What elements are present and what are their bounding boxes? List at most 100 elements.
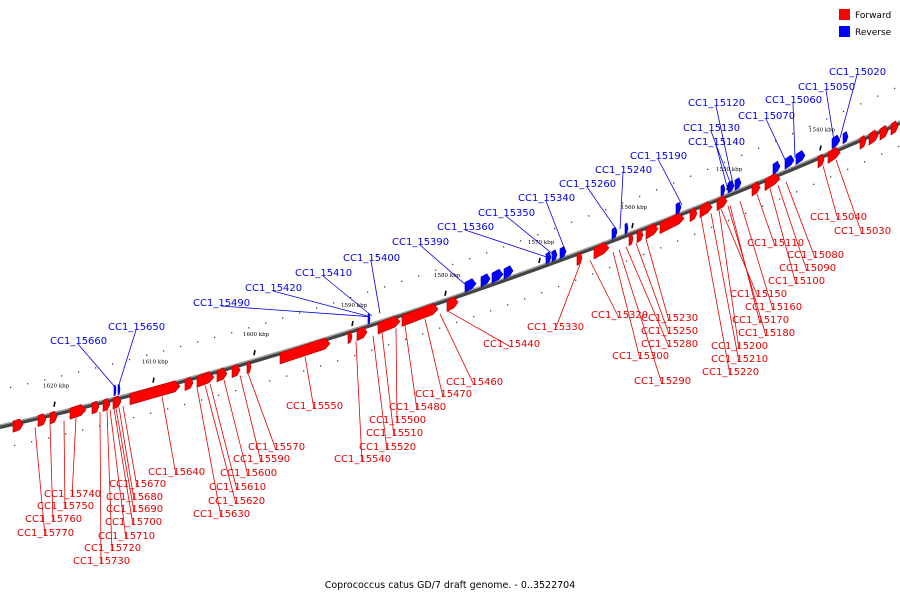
gene-label-cc1-15230: CC1_15230 (641, 313, 698, 324)
forward-gene-block (879, 125, 889, 141)
forward-gene-block (689, 207, 698, 223)
forward-gene-block (69, 404, 87, 420)
gene-name: CC1_15290 (634, 376, 691, 387)
gene-label-cc1-15620: CC1_15620 (208, 496, 265, 507)
genome-caption: Coprococcus catus GD/7 draft genome. - 0… (325, 580, 576, 591)
reverse-gene-block (480, 273, 491, 288)
leader-line (447, 310, 512, 348)
gene-name: CC1_15420 (245, 283, 302, 294)
scale-tick-label: 1570 kbp (528, 240, 555, 246)
forward-gene-block (699, 201, 713, 219)
gene-name: CC1_15570 (248, 442, 305, 453)
forward-gene-block (246, 360, 252, 374)
leader-line (49, 423, 54, 523)
leader-line (204, 384, 237, 505)
gene-label-cc1-15590: CC1_15590 (233, 454, 290, 465)
leader-line (700, 217, 731, 376)
legend-forward-label: Forward (855, 11, 891, 21)
scale-tick-mark (444, 290, 447, 296)
scale-tick-label: 1580 kbp (434, 273, 461, 279)
gene-label-cc1-15460: CC1_15460 (446, 377, 503, 388)
leader-line (645, 238, 670, 322)
gene-name: CC1_15210 (711, 354, 768, 365)
gene-name: CC1_15070 (738, 111, 795, 122)
gene-label-cc1-15730: CC1_15730 (73, 556, 130, 567)
scale-tick-mark (351, 320, 354, 327)
forward-gene-block (764, 172, 781, 192)
forward-gene-block (91, 400, 100, 415)
scale-tick-mark (152, 377, 155, 383)
legend: Forward Reverse (839, 9, 892, 38)
gene-name: CC1_15060 (765, 95, 822, 106)
gene-label-cc1-15440: CC1_15440 (483, 339, 540, 350)
gene-name: CC1_15260 (559, 179, 616, 190)
forward-gene-block (196, 371, 215, 388)
gene-label-cc1-15220: CC1_15220 (702, 367, 759, 378)
gene-label-cc1-15050: CC1_15050 (798, 82, 855, 93)
forward-gene-block (279, 337, 331, 365)
leader-line (777, 184, 808, 272)
gene-name: CC1_15170 (732, 315, 789, 326)
gene-name: CC1_15610 (209, 482, 266, 493)
gene-label-cc1-15520: CC1_15520 (359, 442, 416, 453)
reverse-gene-block (842, 131, 849, 145)
gene-name: CC1_15360 (437, 222, 494, 233)
leader-line (715, 105, 734, 185)
leader-line (792, 102, 796, 158)
gene-name: CC1_15110 (747, 238, 804, 249)
gene-label-cc1-15030: CC1_15030 (834, 226, 891, 237)
forward-gene-block (890, 120, 899, 136)
gene-name: CC1_15680 (106, 492, 163, 503)
gene-name: CC1_15040 (810, 212, 867, 223)
forward-gene-block (446, 296, 459, 312)
gene-name: CC1_15190 (630, 151, 687, 162)
legend-reverse-label: Reverse (855, 28, 892, 38)
gene-name: CC1_15300 (612, 351, 669, 362)
scale-tick-label: 1610 kbp (142, 360, 169, 366)
gene-name: CC1_15330 (527, 322, 584, 333)
gene-label-cc1-15110: CC1_15110 (747, 238, 804, 249)
forward-gene-block (645, 223, 659, 240)
reverse-gene-block (367, 313, 371, 325)
forward-gene-block (347, 330, 353, 344)
leader-line (822, 165, 839, 221)
gene-label-cc1-15320: CC1_15320 (591, 310, 648, 321)
leader-line (586, 186, 618, 231)
gene-label-cc1-15630: CC1_15630 (193, 509, 250, 520)
gene-label-cc1-15710: CC1_15710 (98, 531, 155, 542)
gene-name: CC1_15510 (366, 428, 423, 439)
forward-gene-block (751, 181, 761, 197)
scale-tick-mark (819, 145, 822, 151)
leader-line (720, 208, 759, 298)
gene-name: CC1_15590 (233, 454, 290, 465)
gene-label-cc1-15040: CC1_15040 (810, 212, 867, 223)
leader-line (835, 159, 863, 235)
gene-name: CC1_15050 (798, 82, 855, 93)
gene-label-cc1-15680: CC1_15680 (106, 492, 163, 503)
leader-line (247, 373, 277, 451)
forward-gene-block (576, 252, 583, 266)
scale-tick-mark (538, 257, 541, 264)
leader-line (785, 181, 816, 259)
gene-name: CC1_15770 (17, 528, 74, 539)
reverse-gene-block (545, 251, 552, 265)
leader-line (71, 417, 77, 498)
gene-name: CC1_15350 (478, 208, 535, 219)
forward-gene-block (628, 232, 634, 247)
gene-label-cc1-15140: CC1_15140 (688, 137, 745, 148)
gene-name: CC1_15490 (193, 298, 250, 309)
forward-gene-block (636, 228, 644, 244)
leader-line (554, 264, 581, 331)
gene-label-cc1-15640: CC1_15640 (148, 467, 205, 478)
gene-name: CC1_15640 (148, 467, 205, 478)
gene-label-cc1-15160: CC1_15160 (745, 302, 802, 313)
reverse-gene-block (772, 160, 781, 175)
gene-label-cc1-15210: CC1_15210 (711, 354, 768, 365)
forward-gene-block (112, 395, 122, 410)
scale-tick-label: 1620 kbp (43, 384, 70, 390)
gene-label-cc1-15130: CC1_15130 (683, 123, 740, 134)
leader-line (272, 290, 371, 318)
gene-label-cc1-15750: CC1_15750 (37, 501, 94, 512)
gene-name: CC1_15460 (446, 377, 503, 388)
leader-line (618, 249, 663, 385)
